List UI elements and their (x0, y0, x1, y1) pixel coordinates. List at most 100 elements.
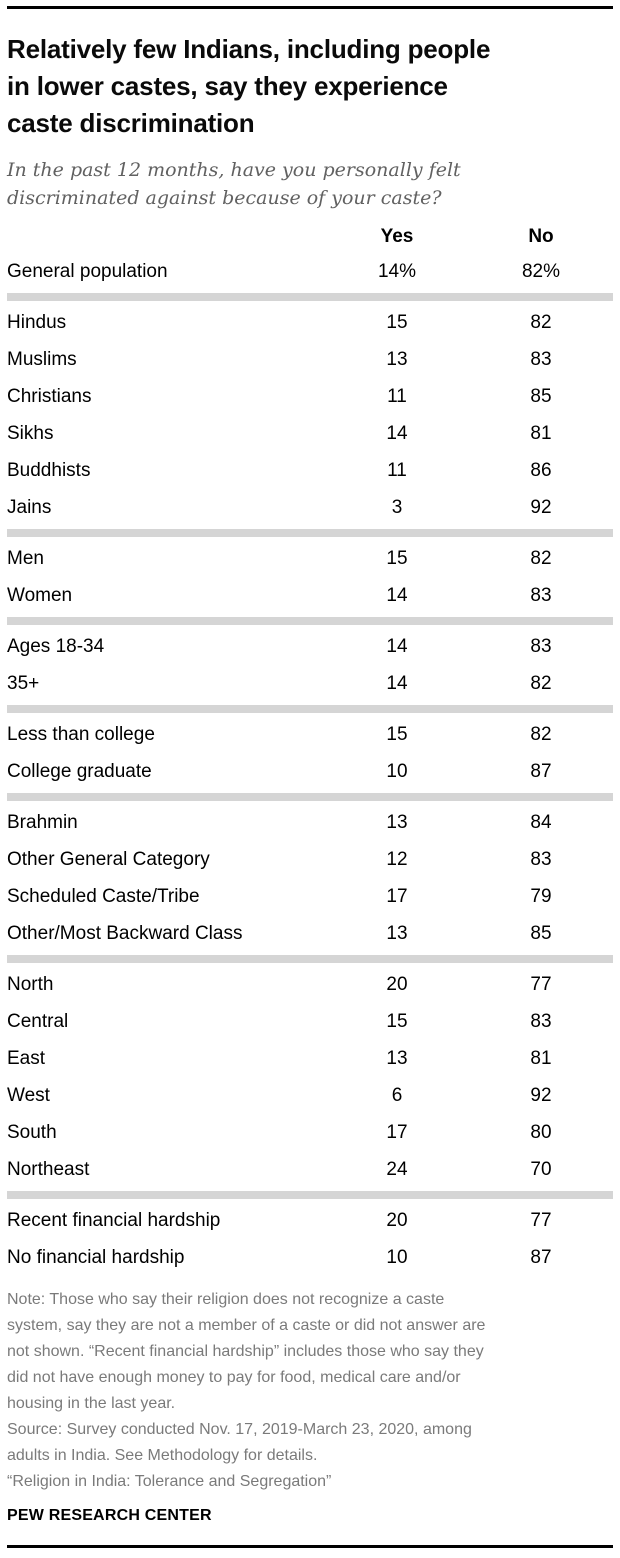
top-rule (7, 6, 613, 9)
value-yes: 10 (386, 1246, 408, 1268)
value-yes: 14% (377, 260, 417, 282)
row-label: South (7, 1121, 57, 1143)
bottom-rule (7, 1545, 613, 1548)
table-row: Northeast 24 70 (7, 1151, 613, 1188)
table-row: North 20 77 (7, 966, 613, 1003)
row-label: 35+ (7, 672, 40, 694)
value-yes: 12 (386, 848, 408, 870)
value-no: 81 (530, 1047, 552, 1069)
value-yes: 14 (386, 672, 408, 694)
table-row: Scheduled Caste/Tribe 17 79 (7, 878, 613, 915)
value-no: 82 (530, 672, 552, 694)
value-yes: 6 (391, 1084, 403, 1106)
row-label: Women (7, 584, 73, 606)
row-label: Men (7, 547, 44, 569)
table-group: Brahmin 13 84 Other General Category 12 83 Sch… (7, 801, 613, 955)
value-no: 81 (530, 422, 552, 444)
value-yes: 15 (386, 1010, 408, 1032)
group-divider (7, 529, 613, 537)
row-label: West (7, 1084, 50, 1106)
value-no: 92 (530, 1084, 552, 1106)
table-row: Other General Category 12 83 (7, 841, 613, 878)
table-group: Recent financial hardship 20 77 No financia… (7, 1199, 613, 1279)
value-yes: 10 (386, 760, 408, 782)
group-divider (7, 617, 613, 625)
value-no: 77 (530, 1209, 552, 1231)
value-no: 87 (530, 760, 552, 782)
note-text: Note: Those who say their religion does … (7, 1291, 486, 1412)
row-label: Hindus (7, 311, 67, 333)
table-row: Ages 18-34 14 83 (7, 628, 613, 665)
value-no: 82 (530, 547, 552, 569)
table-row: Men 15 82 (7, 540, 613, 577)
table-row: South 17 80 (7, 1114, 613, 1151)
table-row: Sikhs 14 81 (7, 415, 613, 452)
value-yes: 14 (386, 422, 408, 444)
value-no: 92 (530, 496, 552, 518)
report-title: “Religion in India: Tolerance and Segreg… (7, 1473, 332, 1490)
value-no: 80 (530, 1121, 552, 1143)
value-yes: 14 (386, 635, 408, 657)
row-label: Jains (7, 496, 52, 518)
value-no: 82 (530, 311, 552, 333)
column-header-yes: Yes (380, 226, 414, 247)
table-row: Brahmin 13 84 (7, 804, 613, 841)
value-yes: 15 (386, 547, 408, 569)
value-no: 79 (530, 885, 552, 907)
value-yes: 13 (386, 348, 408, 370)
row-label: Buddhists (7, 459, 91, 481)
value-no: 82% (521, 260, 561, 282)
pew-research-center-wordmark: PEW RESEARCH CENTER (7, 1507, 212, 1524)
row-label: Other/Most Backward Class (7, 922, 243, 944)
group-divider (7, 793, 613, 801)
value-yes: 24 (386, 1158, 408, 1180)
table-row: 35+ 14 82 (7, 665, 613, 702)
value-no: 85 (530, 385, 552, 407)
table-row: Less than college 15 82 (7, 716, 613, 753)
table-row: College graduate 10 87 (7, 753, 613, 790)
value-yes: 13 (386, 811, 408, 833)
table-group: Men 15 82 Women 14 83 (7, 537, 613, 617)
row-label: Less than college (7, 723, 155, 745)
value-yes: 3 (391, 496, 403, 518)
value-no: 70 (530, 1158, 552, 1180)
row-label: East (7, 1047, 46, 1069)
row-label: No financial hardship (7, 1246, 185, 1268)
value-yes: 11 (387, 385, 407, 407)
table-row: Women 14 83 (7, 577, 613, 614)
table-row: Other/Most Backward Class 13 85 (7, 915, 613, 952)
table-row: Central 15 83 (7, 1003, 613, 1040)
value-no: 77 (530, 973, 552, 995)
source-text: Source: Survey conducted Nov. 17, 2019-M… (7, 1421, 472, 1464)
value-yes: 17 (386, 885, 408, 907)
table-group: Less than college 15 82 College graduate 10 8… (7, 713, 613, 793)
row-label: North (7, 973, 54, 995)
row-label: Scheduled Caste/Tribe (7, 885, 200, 907)
table-group: General population 14% 82% (7, 250, 613, 293)
column-header-no: No (528, 226, 554, 247)
row-label: Other General Category (7, 848, 210, 870)
table-row: General population 14% 82% (7, 253, 613, 290)
value-no: 83 (530, 848, 552, 870)
value-no: 83 (530, 635, 552, 657)
value-no: 83 (530, 348, 552, 370)
value-yes: 20 (386, 1209, 408, 1231)
table-row: Recent financial hardship 20 77 (7, 1202, 613, 1239)
value-yes: 15 (386, 723, 408, 745)
row-label: Central (7, 1010, 69, 1032)
table-row: Muslims 13 83 (7, 341, 613, 378)
row-label: Christians (7, 385, 92, 407)
table-row: Christians 11 85 (7, 378, 613, 415)
group-divider (7, 955, 613, 963)
value-no: 83 (530, 584, 552, 606)
value-yes: 11 (387, 459, 407, 481)
chart-title: Relatively few Indians, including people… (7, 34, 491, 138)
value-no: 84 (530, 811, 552, 833)
value-no: 85 (530, 922, 552, 944)
row-label: College graduate (7, 760, 152, 782)
data-table: Yes No General population 14% 82% Hindus 15 8… (7, 224, 613, 1279)
value-yes: 15 (386, 311, 408, 333)
footer-notes: Note: Those who say their religion does … (7, 1287, 613, 1495)
value-yes: 17 (386, 1121, 408, 1143)
table-groups: General population 14% 82% Hindus 15 82 Muslim… (7, 250, 613, 1279)
